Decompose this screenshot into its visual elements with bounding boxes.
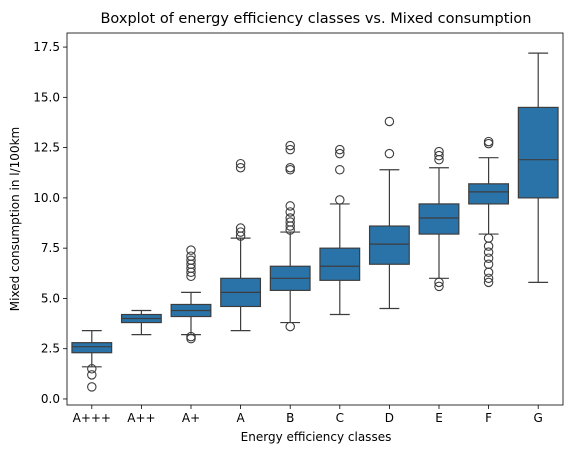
x-tick-label: A++ bbox=[127, 411, 155, 425]
outlier-point bbox=[186, 251, 196, 261]
box-group-E bbox=[418, 146, 460, 292]
box-iqr bbox=[319, 247, 361, 281]
outlier-point bbox=[285, 140, 295, 151]
box-group-F bbox=[468, 136, 510, 288]
outlier-point bbox=[483, 259, 494, 269]
box-group-G bbox=[517, 52, 559, 283]
outlier-point bbox=[285, 207, 295, 217]
y-tick-label: 2.5 bbox=[41, 342, 60, 356]
chart-title: Boxplot of energy efficiency classes vs.… bbox=[100, 11, 531, 27]
outlier-point bbox=[483, 277, 494, 288]
box-group-A bbox=[220, 158, 262, 332]
box-iqr bbox=[71, 342, 113, 354]
x-tick-label: A+ bbox=[182, 411, 200, 425]
outlier-point bbox=[483, 267, 494, 278]
x-tick-label: C bbox=[336, 411, 344, 425]
outlier-point bbox=[434, 150, 444, 161]
x-tick-label: A bbox=[236, 411, 245, 425]
outlier-point bbox=[434, 146, 444, 157]
outlier-point bbox=[335, 195, 345, 205]
outlier-point bbox=[235, 223, 246, 233]
box-group-A+ bbox=[170, 245, 212, 344]
y-tick-label: 0.0 bbox=[41, 392, 60, 406]
outlier-point bbox=[235, 162, 246, 173]
outlier-point bbox=[483, 233, 494, 243]
outlier-point bbox=[235, 158, 246, 169]
outlier-point bbox=[186, 333, 196, 344]
x-tick-label: D bbox=[385, 411, 394, 425]
y-tick-label: 7.5 bbox=[41, 241, 60, 255]
plot-frame bbox=[66, 32, 564, 406]
outlier-point bbox=[384, 116, 395, 127]
x-tick-label: A+++ bbox=[73, 411, 111, 425]
outlier-point bbox=[87, 370, 97, 380]
outlier-point bbox=[87, 382, 97, 392]
y-tick-label: 10.0 bbox=[33, 191, 60, 205]
plot-area bbox=[71, 52, 559, 392]
y-tick-label: 17.5 bbox=[33, 40, 60, 54]
box-iqr bbox=[418, 203, 460, 235]
outlier-point bbox=[483, 136, 494, 147]
outlier-point bbox=[87, 364, 97, 374]
outlier-point bbox=[483, 247, 494, 257]
outlier-point bbox=[483, 253, 494, 263]
outlier-point bbox=[434, 281, 444, 292]
box-group-B bbox=[269, 140, 311, 332]
outlier-point bbox=[335, 148, 345, 159]
box-group-A+++ bbox=[71, 330, 113, 392]
outlier-point bbox=[285, 144, 295, 155]
outlier-point bbox=[335, 164, 345, 175]
outlier-point bbox=[285, 217, 295, 227]
outlier-point bbox=[285, 164, 295, 175]
box-iqr bbox=[368, 225, 410, 265]
box-iqr bbox=[517, 106, 559, 199]
outlier-point bbox=[285, 162, 295, 173]
outlier-point bbox=[186, 245, 196, 255]
x-axis-title: Energy efficiency classes bbox=[241, 430, 392, 444]
x-tick-label: F bbox=[485, 411, 492, 425]
outlier-point bbox=[285, 213, 295, 223]
outlier-point bbox=[335, 144, 345, 155]
y-tick-label: 5.0 bbox=[41, 291, 60, 305]
box-group-D bbox=[368, 116, 410, 310]
box-group-A++ bbox=[120, 309, 162, 336]
outlier-point bbox=[434, 277, 444, 288]
outlier-point bbox=[384, 148, 395, 159]
x-tick-label: B bbox=[286, 411, 294, 425]
x-tick-label: G bbox=[534, 411, 543, 425]
outlier-point bbox=[483, 138, 494, 149]
box-iqr bbox=[468, 183, 510, 205]
x-tick-label: E bbox=[435, 411, 443, 425]
y-axis: 0.0 2.5 5.0 7.5 10.0 12.5 15.0 17.5 bbox=[33, 40, 67, 406]
outlier-point bbox=[483, 273, 494, 284]
outlier-point bbox=[235, 227, 246, 237]
x-axis: A+++ A++ A+ A B C D E F G bbox=[73, 405, 543, 425]
y-axis-title: Mixed consumption in l/100km bbox=[8, 127, 22, 311]
outlier-point bbox=[186, 331, 196, 342]
y-tick-label: 12.5 bbox=[33, 141, 60, 155]
outlier-point bbox=[186, 255, 196, 265]
y-tick-label: 15.0 bbox=[33, 90, 60, 104]
outlier-point bbox=[285, 321, 295, 332]
outlier-point bbox=[483, 241, 494, 251]
outlier-point bbox=[285, 201, 295, 211]
box-group-C bbox=[319, 144, 361, 316]
